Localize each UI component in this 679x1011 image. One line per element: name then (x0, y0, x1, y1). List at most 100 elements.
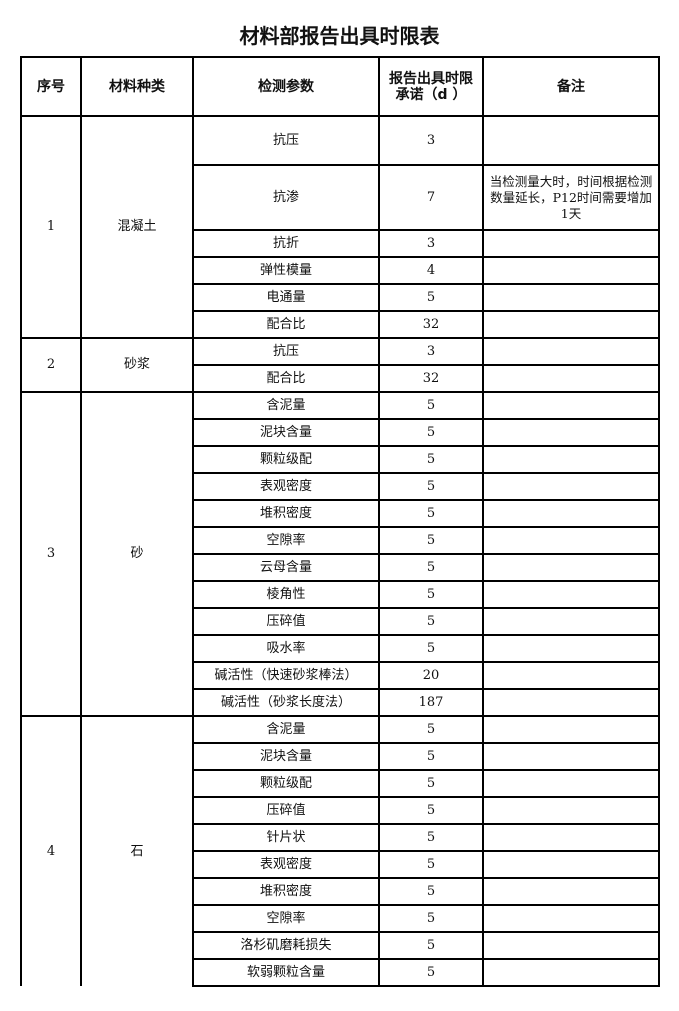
param-cell: 吸水率 (192, 634, 380, 663)
table-row: 云母含量 5 (21, 553, 660, 582)
days-cell: 32 (378, 310, 484, 339)
param-cell: 碱活性（砂浆长度法） (192, 688, 380, 717)
param-cell: 空隙率 (192, 526, 380, 555)
param-cell: 颗粒级配 (192, 769, 380, 798)
param-cell: 颗粒级配 (192, 445, 380, 474)
table-row: 电通量 5 (21, 283, 660, 312)
table-row: 配合比 32 (21, 364, 660, 393)
param-cell: 云母含量 (192, 553, 380, 582)
seq-cell: 3 (20, 391, 82, 717)
days-cell: 20 (378, 661, 484, 690)
param-cell: 抗渗 (192, 164, 380, 231)
param-cell: 洛杉矶磨耗损失 (192, 931, 380, 960)
note-cell (482, 931, 660, 960)
days-cell: 5 (378, 769, 484, 798)
header-note: 备注 (482, 56, 660, 117)
note-cell (482, 526, 660, 555)
table-row: 抗折 3 (21, 229, 660, 258)
note-cell (482, 472, 660, 501)
days-cell: 7 (378, 164, 484, 231)
days-cell: 5 (378, 607, 484, 636)
days-cell: 5 (378, 958, 484, 987)
days-cell: 5 (378, 931, 484, 960)
param-cell: 软弱颗粒含量 (192, 958, 380, 987)
days-cell: 5 (378, 580, 484, 609)
days-cell: 5 (378, 553, 484, 582)
days-cell: 5 (378, 742, 484, 771)
days-cell: 5 (378, 715, 484, 744)
param-cell: 弹性模量 (192, 256, 380, 285)
param-cell: 表观密度 (192, 472, 380, 501)
days-cell: 5 (378, 850, 484, 879)
days-cell: 5 (378, 877, 484, 906)
header-days-text: 报告出具时限承诺（d ） (389, 70, 473, 103)
header-material: 材料种类 (80, 56, 194, 117)
days-cell: 5 (378, 283, 484, 312)
header-days: 报告出具时限承诺（d ） (378, 56, 484, 117)
param-cell: 空隙率 (192, 904, 380, 933)
param-cell: 含泥量 (192, 715, 380, 744)
header-seq: 序号 (20, 56, 82, 117)
note-cell (482, 445, 660, 474)
note-cell (482, 364, 660, 393)
note-cell (482, 418, 660, 447)
note-cell (482, 310, 660, 339)
days-cell: 32 (378, 364, 484, 393)
table-row: 泥块含量 5 (21, 742, 660, 771)
note-cell (482, 634, 660, 663)
note-cell (482, 877, 660, 906)
page-title: 材料部报告出具时限表 (239, 24, 440, 48)
material-cell: 砂浆 (80, 337, 194, 393)
material-cell: 混凝土 (80, 115, 194, 339)
header-param: 检测参数 (192, 56, 380, 117)
table-row: 空隙率 5 (21, 526, 660, 555)
days-cell: 5 (378, 499, 484, 528)
table-row: 碱活性（砂浆长度法） 187 (21, 688, 660, 717)
seq-cell: 1 (20, 115, 82, 339)
table-row: 表观密度 5 (21, 850, 660, 879)
days-cell: 5 (378, 418, 484, 447)
material-cell: 石 (80, 715, 194, 986)
param-cell: 抗折 (192, 229, 380, 258)
table-row: 泥块含量 5 (21, 418, 660, 447)
days-cell: 3 (378, 229, 484, 258)
note-cell (482, 553, 660, 582)
param-cell: 棱角性 (192, 580, 380, 609)
header-row: 序号 材料种类 检测参数 报告出具时限承诺（d ） 备注 (20, 56, 660, 117)
param-cell: 配合比 (192, 310, 380, 339)
days-cell: 5 (378, 472, 484, 501)
table-row: 压碎值 5 (21, 607, 660, 636)
note-cell (482, 904, 660, 933)
note-cell (482, 688, 660, 717)
days-cell: 5 (378, 391, 484, 420)
note-cell (482, 580, 660, 609)
param-cell: 含泥量 (192, 391, 380, 420)
days-cell: 4 (378, 256, 484, 285)
note-cell (482, 337, 660, 366)
note-cell (482, 661, 660, 690)
note-cell (482, 115, 660, 166)
note-cell (482, 796, 660, 825)
note-cell (482, 742, 660, 771)
param-cell: 表观密度 (192, 850, 380, 879)
note-cell (482, 715, 660, 744)
param-cell: 泥块含量 (192, 418, 380, 447)
days-cell: 5 (378, 796, 484, 825)
table-row: 堆积密度 5 (21, 877, 660, 906)
table-row: 弹性模量 4 (21, 256, 660, 285)
days-cell: 187 (378, 688, 484, 717)
days-cell: 5 (378, 526, 484, 555)
table-row: 3 砂含泥量 5 (20, 391, 660, 717)
days-cell: 3 (378, 115, 484, 166)
table-row: 1 混凝土 抗压 3 (20, 115, 660, 339)
note-cell (482, 769, 660, 798)
note-cell (482, 391, 660, 420)
param-cell: 泥块含量 (192, 742, 380, 771)
note-cell (482, 607, 660, 636)
table-row: 颗粒级配 5 (21, 445, 660, 474)
seq-cell: 4 (20, 715, 82, 986)
table-row: 洛杉矶磨耗损失 5 (21, 931, 660, 960)
material-cell: 砂 (80, 391, 194, 717)
table-row: 软弱颗粒含量 5 (21, 958, 660, 987)
days-cell: 5 (378, 823, 484, 852)
